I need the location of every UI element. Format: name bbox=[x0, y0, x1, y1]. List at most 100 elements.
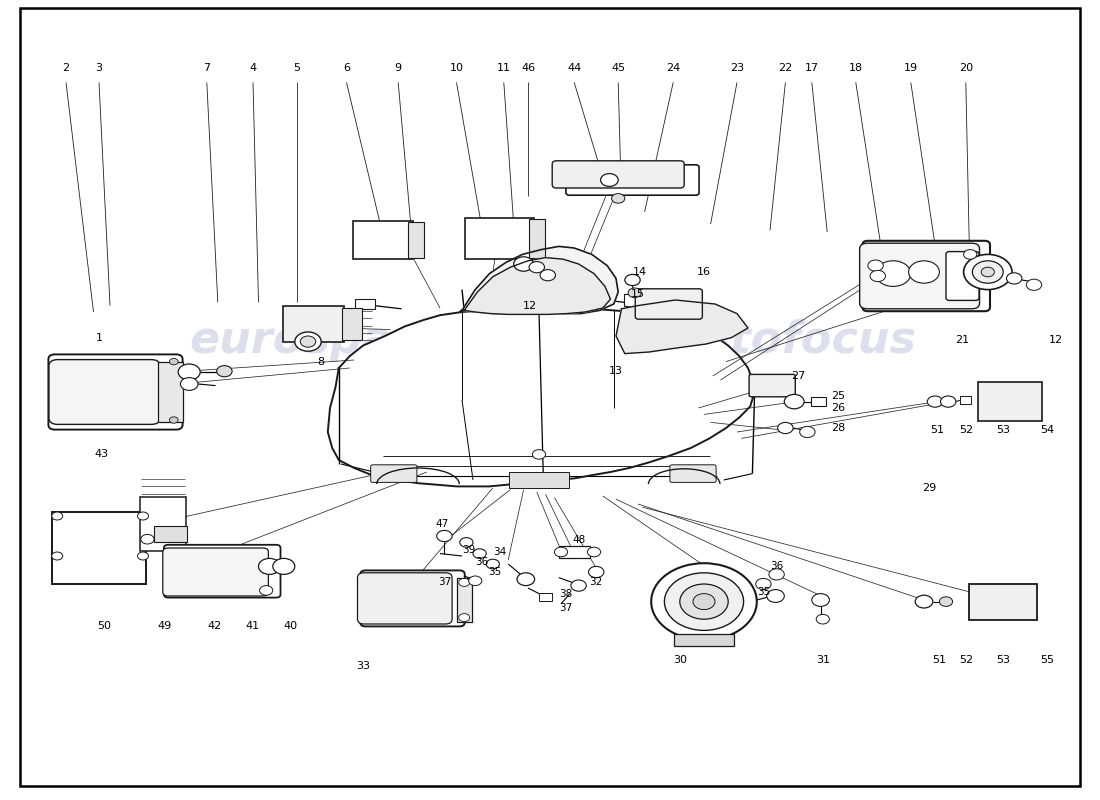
FancyBboxPatch shape bbox=[371, 465, 417, 482]
Text: 12: 12 bbox=[524, 301, 537, 310]
Text: 10: 10 bbox=[450, 63, 463, 73]
Bar bbox=[539, 593, 552, 601]
Circle shape bbox=[532, 450, 546, 459]
Text: 44: 44 bbox=[568, 63, 581, 73]
Bar bbox=[529, 219, 544, 258]
Text: 33: 33 bbox=[356, 661, 370, 670]
Circle shape bbox=[939, 597, 953, 606]
Bar bbox=[673, 634, 735, 646]
Circle shape bbox=[972, 261, 1003, 283]
Polygon shape bbox=[328, 309, 755, 486]
Circle shape bbox=[868, 260, 883, 271]
Text: 24: 24 bbox=[667, 63, 680, 73]
Circle shape bbox=[540, 270, 556, 281]
Circle shape bbox=[514, 257, 534, 271]
Circle shape bbox=[588, 566, 604, 578]
Text: autofocus: autofocus bbox=[668, 318, 916, 362]
FancyBboxPatch shape bbox=[361, 570, 464, 626]
Text: 2: 2 bbox=[63, 63, 69, 73]
Bar bbox=[154, 526, 187, 542]
Circle shape bbox=[141, 534, 154, 544]
Bar bbox=[978, 382, 1042, 421]
FancyBboxPatch shape bbox=[862, 241, 990, 311]
Polygon shape bbox=[460, 246, 618, 314]
Bar bbox=[158, 362, 183, 422]
Circle shape bbox=[909, 261, 939, 283]
Circle shape bbox=[1006, 273, 1022, 284]
Bar bbox=[408, 222, 424, 258]
Circle shape bbox=[529, 262, 544, 273]
Bar bbox=[508, 472, 569, 488]
Bar bbox=[465, 218, 534, 259]
Text: eurospares: eurospares bbox=[189, 318, 471, 362]
Bar bbox=[352, 221, 412, 259]
Text: 19: 19 bbox=[904, 63, 917, 73]
Text: 8: 8 bbox=[318, 357, 324, 366]
Text: 4: 4 bbox=[250, 63, 256, 73]
Text: 28: 28 bbox=[832, 423, 845, 433]
Text: 52: 52 bbox=[959, 655, 972, 665]
FancyBboxPatch shape bbox=[48, 354, 183, 430]
Text: 32: 32 bbox=[590, 578, 603, 587]
Text: 46: 46 bbox=[521, 63, 535, 73]
Text: 40: 40 bbox=[284, 621, 297, 630]
Circle shape bbox=[816, 614, 829, 624]
FancyBboxPatch shape bbox=[860, 243, 979, 309]
Text: 15: 15 bbox=[631, 290, 645, 299]
Circle shape bbox=[800, 426, 815, 438]
Circle shape bbox=[486, 559, 499, 569]
Text: 42: 42 bbox=[208, 621, 221, 630]
FancyBboxPatch shape bbox=[358, 573, 452, 624]
Text: 31: 31 bbox=[816, 655, 829, 665]
Text: 22: 22 bbox=[779, 63, 792, 73]
Bar bbox=[566, 282, 586, 294]
Text: 51: 51 bbox=[931, 426, 944, 435]
Bar bbox=[969, 584, 1037, 619]
Bar bbox=[811, 397, 826, 406]
Circle shape bbox=[625, 274, 640, 286]
Circle shape bbox=[459, 578, 470, 586]
Bar bbox=[355, 299, 375, 309]
Circle shape bbox=[469, 576, 482, 586]
Text: 20: 20 bbox=[959, 63, 972, 73]
Circle shape bbox=[769, 569, 784, 580]
Text: 43: 43 bbox=[95, 449, 108, 458]
Bar bbox=[559, 546, 590, 558]
Circle shape bbox=[300, 336, 316, 347]
Bar bbox=[456, 578, 472, 622]
Circle shape bbox=[180, 378, 198, 390]
FancyBboxPatch shape bbox=[163, 548, 268, 596]
Text: 34: 34 bbox=[493, 547, 506, 557]
Text: 18: 18 bbox=[849, 63, 862, 73]
FancyBboxPatch shape bbox=[636, 289, 703, 319]
FancyBboxPatch shape bbox=[946, 251, 979, 300]
Circle shape bbox=[178, 364, 200, 380]
Bar bbox=[342, 308, 362, 340]
Circle shape bbox=[612, 194, 625, 203]
FancyBboxPatch shape bbox=[749, 374, 795, 397]
Text: 50: 50 bbox=[98, 621, 111, 630]
Text: 35: 35 bbox=[757, 587, 770, 597]
Circle shape bbox=[915, 595, 933, 608]
Circle shape bbox=[460, 538, 473, 547]
Text: 29: 29 bbox=[923, 483, 936, 493]
Circle shape bbox=[169, 358, 178, 365]
Circle shape bbox=[473, 549, 486, 558]
Text: 52: 52 bbox=[959, 426, 972, 435]
Polygon shape bbox=[616, 300, 748, 354]
Text: 55: 55 bbox=[1041, 655, 1054, 665]
Text: 47: 47 bbox=[436, 519, 449, 529]
FancyBboxPatch shape bbox=[670, 465, 716, 482]
Circle shape bbox=[138, 552, 148, 560]
Circle shape bbox=[273, 558, 295, 574]
Text: 3: 3 bbox=[96, 63, 102, 73]
Circle shape bbox=[601, 174, 618, 186]
Text: 53: 53 bbox=[997, 426, 1010, 435]
Text: 21: 21 bbox=[956, 335, 969, 345]
Circle shape bbox=[680, 584, 728, 619]
Text: 37: 37 bbox=[559, 603, 572, 613]
Circle shape bbox=[664, 573, 744, 630]
FancyBboxPatch shape bbox=[552, 161, 684, 188]
Text: 13: 13 bbox=[609, 366, 623, 376]
Circle shape bbox=[876, 261, 911, 286]
